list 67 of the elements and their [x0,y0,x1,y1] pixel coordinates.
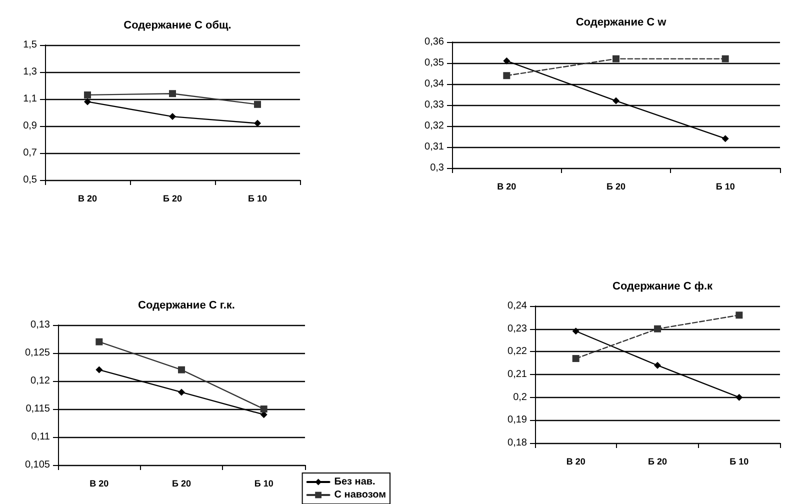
y-tick-label: 1,1 [23,94,38,104]
point [96,366,103,374]
x-tick-label: В 20 [90,478,109,488]
y-tick-label: 0,19 [508,414,528,426]
point [736,394,743,401]
point [178,366,185,374]
x-tick-label: Б 20 [606,182,626,192]
point [169,113,176,120]
chart-title: Содержание С г.к. [138,300,235,312]
x-tick-label: Б 20 [648,456,667,466]
point [736,312,743,319]
y-tick-label: 0,33 [424,100,444,110]
legend-label: С навозом [334,490,386,500]
y-tick-label: 1,5 [23,40,38,50]
y-tick-label: 0,2 [513,392,528,403]
y-tick-label: 0,23 [508,323,528,334]
point [260,406,268,412]
y-tick-label: 0,18 [508,438,528,448]
point [654,325,661,332]
x-tick-label: В 20 [78,194,98,204]
point [503,72,510,80]
y-tick-label: 0,12 [30,376,50,386]
point [612,97,620,104]
point [722,55,729,62]
y-tick-label: 0,36 [424,36,444,48]
chart-title: Содержание С общ. [124,20,232,32]
x-tick-label: Б 20 [163,194,182,204]
point [169,90,176,98]
y-tick-label: 0,125 [24,348,50,358]
x-tick-label: В 20 [566,456,586,466]
x-tick-label: Б 10 [716,182,735,192]
point [503,57,510,64]
y-tick-label: 0,21 [508,369,528,380]
chart-title: Содержание С ф.к [612,280,713,292]
point [84,98,91,106]
legend-label: Без нав. [334,476,376,488]
point [612,55,620,62]
y-tick-label: 0,5 [23,174,38,186]
point [722,135,729,142]
point [254,120,261,127]
y-tick-label: 0,35 [424,58,444,68]
y-tick-label: 0,105 [24,460,50,470]
point [96,338,103,346]
y-tick-label: 0,9 [23,120,38,132]
y-tick-label: 0,32 [424,120,444,132]
point [84,91,91,98]
y-tick-label: 0,34 [424,78,444,90]
y-tick-label: 1,3 [23,66,38,78]
x-tick-label: В 20 [497,182,516,192]
x-tick-label: Б 10 [730,456,749,466]
y-tick-label: 0,7 [23,148,38,158]
x-tick-label: Б 20 [172,478,191,488]
y-tick-label: 0,22 [508,346,528,358]
y-tick-label: 0,115 [26,404,50,414]
point [572,355,580,362]
point [254,100,261,108]
y-tick-label: 0,11 [31,432,50,442]
point [654,362,661,369]
y-tick-label: 0,3 [430,162,444,174]
x-tick-label: Б 10 [254,478,274,488]
x-tick-label: Б 10 [248,194,267,204]
point [572,328,580,335]
point [178,388,185,396]
y-tick-label: 0,24 [508,300,528,312]
y-tick-label: 0,31 [424,142,444,152]
chart-title: Содержание С w [576,16,667,28]
y-tick-label: 0,13 [30,320,50,330]
